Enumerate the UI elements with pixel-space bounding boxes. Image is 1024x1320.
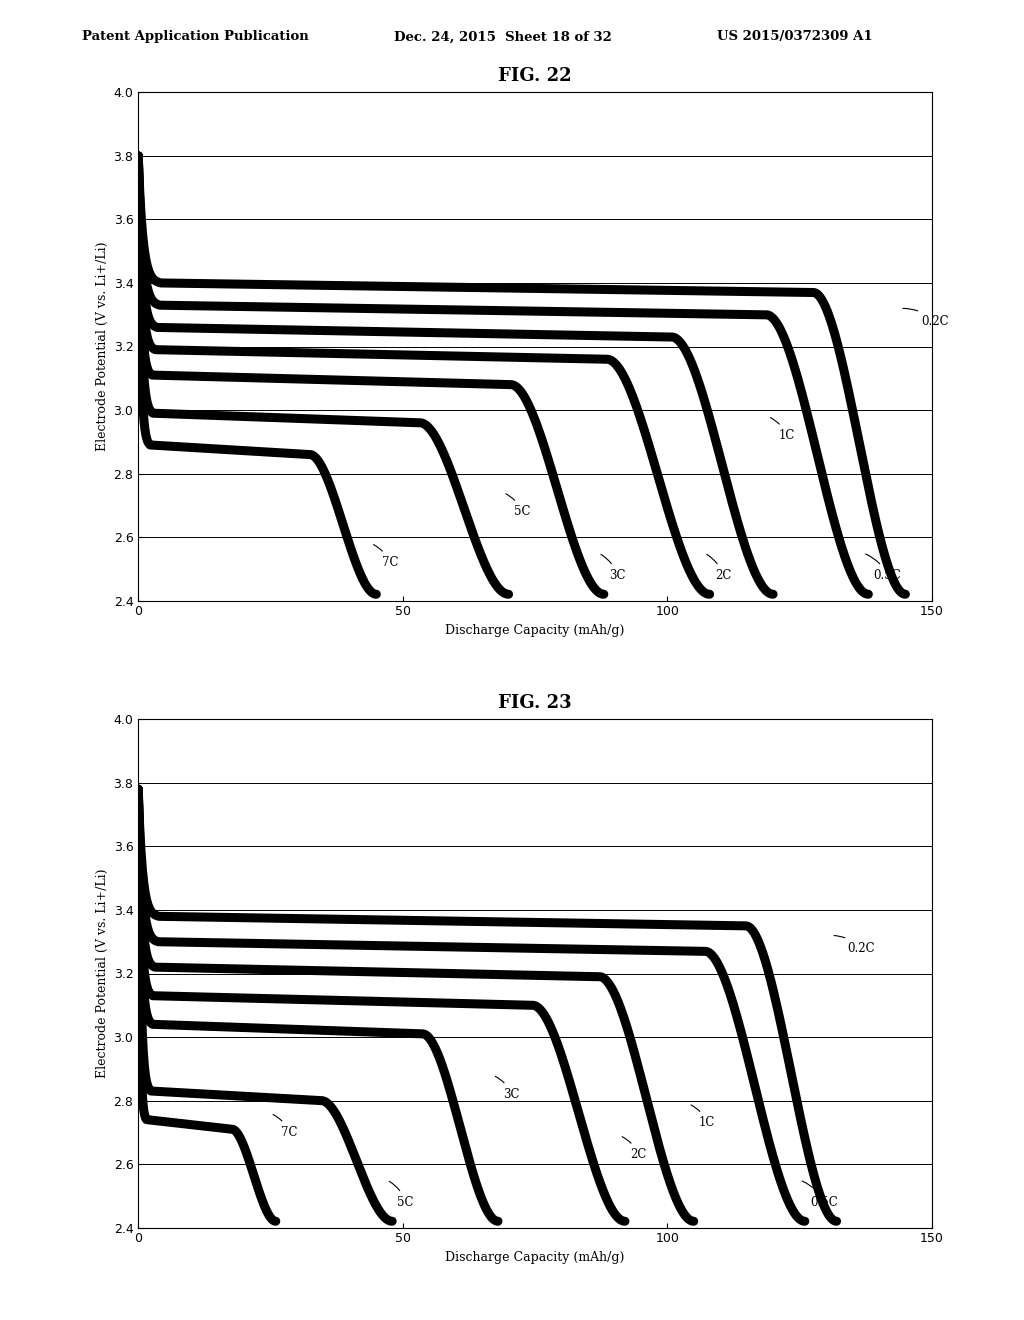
Text: 3C: 3C (496, 1076, 520, 1101)
Title: FIG. 22: FIG. 22 (499, 67, 571, 86)
Text: 7C: 7C (273, 1114, 298, 1139)
X-axis label: Discharge Capacity (mAh/g): Discharge Capacity (mAh/g) (445, 1251, 625, 1265)
Text: 0.2C: 0.2C (835, 936, 874, 954)
Text: 7C: 7C (374, 545, 398, 569)
Text: 0.2C: 0.2C (903, 309, 949, 327)
Text: 1C: 1C (770, 417, 795, 442)
Text: US 2015/0372309 A1: US 2015/0372309 A1 (717, 30, 872, 44)
Text: Patent Application Publication: Patent Application Publication (82, 30, 308, 44)
Title: FIG. 23: FIG. 23 (499, 694, 571, 713)
Text: 2C: 2C (707, 554, 731, 582)
Text: 3C: 3C (601, 554, 626, 582)
Text: Dec. 24, 2015  Sheet 18 of 32: Dec. 24, 2015 Sheet 18 of 32 (394, 30, 612, 44)
Text: 0.5C: 0.5C (865, 554, 901, 582)
Text: 1C: 1C (691, 1105, 716, 1130)
Text: 2C: 2C (623, 1137, 646, 1162)
Y-axis label: Electrode Potential (V vs. Li+/Li): Electrode Potential (V vs. Li+/Li) (96, 869, 110, 1078)
Text: 0.5C: 0.5C (802, 1181, 838, 1209)
Text: 5C: 5C (506, 494, 530, 519)
Text: 5C: 5C (389, 1181, 414, 1209)
Y-axis label: Electrode Potential (V vs. Li+/Li): Electrode Potential (V vs. Li+/Li) (96, 242, 110, 451)
X-axis label: Discharge Capacity (mAh/g): Discharge Capacity (mAh/g) (445, 624, 625, 638)
